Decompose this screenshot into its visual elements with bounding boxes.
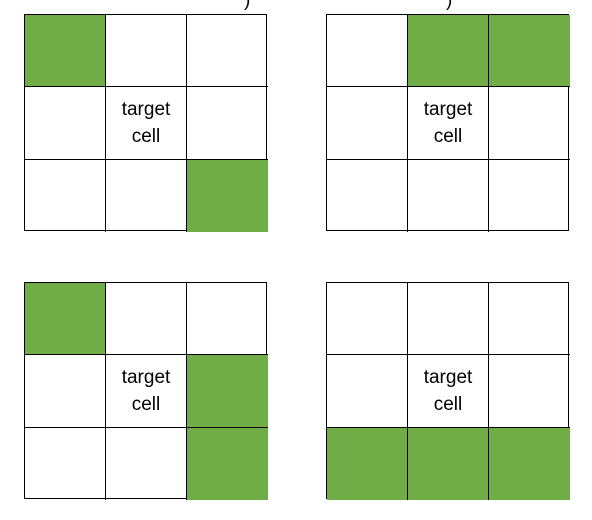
neighbor-cell-empty <box>408 283 489 355</box>
neighbor-cell-empty <box>489 283 570 355</box>
target-cell: target cell <box>106 87 187 160</box>
neighbor-cell-empty <box>25 160 106 232</box>
neighbor-cell-filled <box>25 15 106 87</box>
neighbor-cell-filled <box>187 355 268 428</box>
neighbor-cell-empty <box>327 355 408 428</box>
clipped-text-fragment-left: ) <box>244 0 251 11</box>
neighbor-cell-empty <box>106 428 187 500</box>
neighbor-cell-empty <box>106 160 187 232</box>
target-cell: target cell <box>106 355 187 428</box>
grid-bottom-right: target cell <box>326 282 570 500</box>
neighbor-cell-filled <box>489 15 570 87</box>
neighbor-cell-empty <box>25 355 106 428</box>
neighbor-cell-filled <box>408 15 489 87</box>
target-cell: target cell <box>408 355 489 428</box>
clipped-text-fragment-right: ) <box>446 0 453 11</box>
grid-bottom-left: target cell <box>24 282 268 500</box>
neighbor-cell-empty <box>489 355 570 428</box>
grid-top-left: target cell <box>24 14 268 232</box>
neighbor-cell-empty <box>106 15 187 87</box>
neighbor-cell-empty <box>327 15 408 87</box>
neighbor-cell-empty <box>106 283 187 355</box>
neighbor-cell-empty <box>187 283 268 355</box>
neighbor-cell-empty <box>489 160 570 232</box>
neighbor-cell-empty <box>187 87 268 160</box>
neighbor-cell-empty <box>327 87 408 160</box>
neighbor-cell-filled <box>187 428 268 500</box>
neighbor-cell-empty <box>25 87 106 160</box>
neighbor-cell-empty <box>25 428 106 500</box>
neighbor-cell-filled <box>327 428 408 500</box>
neighbor-cell-filled <box>187 160 268 232</box>
neighbor-cell-empty <box>489 87 570 160</box>
neighbor-cell-empty <box>327 283 408 355</box>
grid-top-right: target cell <box>326 14 570 232</box>
target-cell: target cell <box>408 87 489 160</box>
neighbor-cell-empty <box>327 160 408 232</box>
neighbor-cell-filled <box>489 428 570 500</box>
neighbor-cell-filled <box>25 283 106 355</box>
neighbor-cell-empty <box>187 15 268 87</box>
neighbor-cell-filled <box>408 428 489 500</box>
neighbor-cell-empty <box>408 160 489 232</box>
